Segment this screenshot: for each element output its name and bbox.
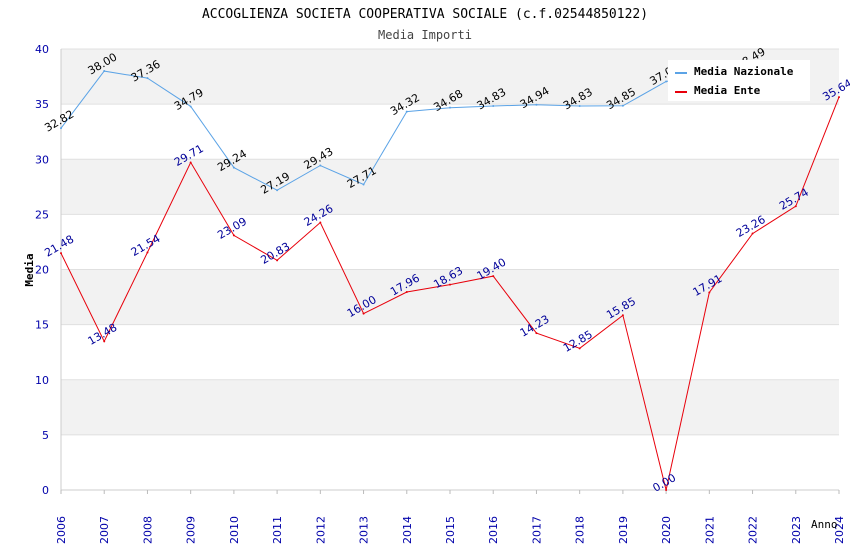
y-tick-label: 40 xyxy=(35,43,49,56)
axes xyxy=(60,49,840,494)
y-tick-label: 0 xyxy=(42,484,49,497)
data-point xyxy=(449,106,451,109)
data-point xyxy=(665,489,668,491)
data-point xyxy=(838,96,840,99)
data-point xyxy=(232,234,235,237)
y-tick-label: 35 xyxy=(35,98,49,111)
x-tick-label: 2015 xyxy=(444,516,457,544)
x-tick-label: 2016 xyxy=(487,516,500,544)
y-tick-label: 30 xyxy=(35,153,49,166)
x-tick-label: 2006 xyxy=(55,516,68,544)
data-point xyxy=(449,283,451,286)
series-lines xyxy=(60,64,840,491)
chart-title: ACCOGLIENZA SOCIETA COOPERATIVA SOCIALE … xyxy=(202,7,648,22)
chart-subtitle: Media Importi xyxy=(378,28,472,42)
grid-band xyxy=(61,434,839,490)
x-tick-label: 2007 xyxy=(98,516,111,544)
y-tick-label: 10 xyxy=(35,374,49,387)
data-point xyxy=(362,183,365,186)
data-point xyxy=(189,161,192,164)
data-point xyxy=(578,104,581,107)
x-tick-label: 2024 xyxy=(833,516,846,544)
data-point xyxy=(621,314,624,317)
legend-label-ente: Media Ente xyxy=(694,84,761,97)
x-tick-label: 2022 xyxy=(747,516,760,544)
data-point xyxy=(535,332,538,335)
grid-band xyxy=(61,324,839,380)
y-tick-label: 20 xyxy=(35,264,49,277)
data-point xyxy=(146,251,149,254)
x-tick-label: 2014 xyxy=(401,516,414,544)
grid-band xyxy=(61,214,839,270)
data-point xyxy=(708,291,711,294)
data-point xyxy=(621,104,624,107)
data-point xyxy=(276,189,279,192)
data-point xyxy=(665,80,668,83)
data-point xyxy=(276,259,279,262)
y-tick-label: 25 xyxy=(35,208,49,221)
x-tick-label: 2009 xyxy=(185,516,198,544)
legend-box xyxy=(668,60,810,101)
x-tick-label: 2020 xyxy=(660,516,673,544)
data-point xyxy=(60,252,62,255)
data-point xyxy=(146,77,149,80)
x-tick-label: 2012 xyxy=(314,516,327,544)
y-tick-label: 5 xyxy=(42,429,49,442)
data-point xyxy=(189,105,192,108)
data-point xyxy=(492,275,495,278)
series-line-media-nazionale xyxy=(60,65,753,191)
data-point xyxy=(535,103,538,106)
data-point xyxy=(60,127,62,130)
data-point xyxy=(103,70,106,73)
y-axis-label: Media xyxy=(23,253,36,286)
y-tick-label: 15 xyxy=(35,319,49,332)
legend: Media Nazionale Media Ente xyxy=(668,60,810,101)
data-point xyxy=(492,104,495,107)
tick-labels: 0 5 10 15 20 25 30 35 40 2006 2007 2008 2009 2010 2011… xyxy=(35,43,846,544)
x-tick-label: 2018 xyxy=(574,516,587,544)
x-axis-label: Anno xyxy=(811,518,838,531)
data-point xyxy=(578,347,581,350)
data-point xyxy=(319,164,322,167)
x-tick-label: 2019 xyxy=(617,516,630,544)
data-point xyxy=(319,221,322,224)
legend-label-nazionale: Media Nazionale xyxy=(694,65,794,78)
data-point xyxy=(405,110,408,113)
grid-band xyxy=(61,269,839,325)
data-point xyxy=(751,232,754,235)
grid-band xyxy=(61,159,839,215)
x-tick-label: 2023 xyxy=(790,516,803,544)
grid-bands xyxy=(61,48,839,491)
x-tick-label: 2008 xyxy=(141,516,154,544)
x-tick-label: 2013 xyxy=(358,516,371,544)
x-tick-label: 2017 xyxy=(530,516,543,544)
data-point xyxy=(232,166,235,169)
grid-band xyxy=(61,379,839,435)
x-tick-label: 2011 xyxy=(271,516,284,544)
data-point xyxy=(362,312,365,315)
grid-band xyxy=(61,104,839,160)
x-tick-label: 2010 xyxy=(228,516,241,544)
data-point xyxy=(794,205,797,208)
data-point xyxy=(405,290,408,293)
x-tick-label: 2021 xyxy=(703,516,716,544)
data-point xyxy=(103,340,106,343)
